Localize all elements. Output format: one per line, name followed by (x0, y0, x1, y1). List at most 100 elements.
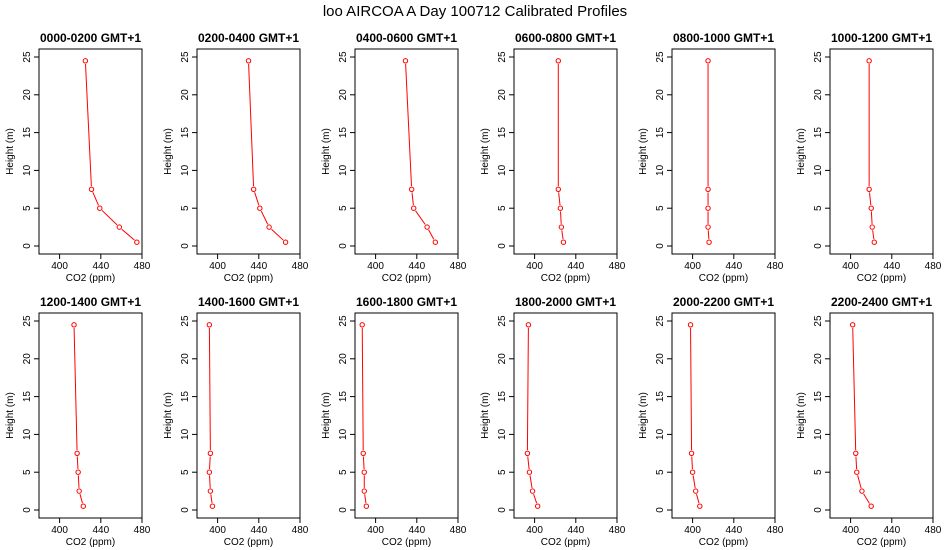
data-point (250, 186, 257, 193)
series-segment (92, 192, 99, 206)
data-point (558, 224, 565, 230)
data-point (705, 224, 711, 230)
y-axis-label: Height (m) (796, 392, 807, 439)
series-segment (526, 327, 529, 451)
y-tick-label: 25 (180, 51, 191, 63)
data-point (689, 469, 696, 475)
y-tick-label: 0 (497, 243, 508, 249)
chart-panel: 1400-1600 GMT+1 400 440 480 0 5 10 15 20 25 CO2 (p… (163, 295, 309, 548)
y-tick-label: 0 (655, 507, 666, 513)
series-segment (260, 210, 269, 225)
y-tick-label: 25 (497, 315, 508, 327)
series-segment (863, 493, 870, 504)
x-tick-label: 440 (725, 261, 742, 272)
data-point (88, 186, 95, 193)
y-tick-label: 5 (22, 205, 33, 211)
y-tick-label: 20 (497, 353, 508, 365)
y-tick-label: 20 (655, 89, 666, 101)
series-segment (428, 229, 435, 240)
y-tick-label: 0 (813, 507, 824, 513)
x-tick-label: 400 (842, 525, 859, 536)
x-axis-label: CO2 (ppm) (66, 273, 115, 284)
plot-frame (671, 48, 776, 255)
y-tick-label: 0 (655, 243, 666, 249)
plot-frame (196, 48, 301, 255)
x-tick-label: 480 (925, 261, 942, 272)
x-tick-label: 400 (842, 261, 859, 272)
y-tick-label: 0 (497, 507, 508, 513)
data-point (871, 239, 877, 245)
y-tick-label: 10 (180, 428, 191, 440)
data-point (854, 469, 860, 475)
y-tick-label: 10 (497, 164, 508, 176)
y-axis-label: Height (m) (638, 392, 649, 439)
series-segment (208, 327, 211, 451)
data-point (207, 488, 214, 494)
chart-panel: 1000-1200 GMT+1 400 440 480 0 5 10 15 20 25 CO2 (p… (796, 31, 942, 284)
y-tick-label: 25 (22, 315, 33, 327)
x-tick-label: 400 (51, 525, 68, 536)
x-tick-label: 440 (408, 525, 425, 536)
data-point (402, 58, 409, 64)
x-tick-label: 480 (925, 525, 942, 536)
y-axis-label: Height (m) (163, 128, 174, 175)
x-tick-label: 440 (883, 525, 900, 536)
x-tick-label: 400 (51, 261, 68, 272)
data-point (853, 450, 859, 456)
data-point (257, 205, 263, 211)
y-tick-label: 15 (497, 127, 508, 139)
data-point (71, 322, 77, 328)
x-tick-label: 480 (450, 261, 467, 272)
y-tick-label: 25 (655, 315, 666, 327)
series-segment (691, 456, 693, 470)
series-segment (529, 475, 533, 489)
y-axis-label: Height (m) (480, 128, 491, 175)
series-segment (855, 456, 858, 470)
data-point (432, 239, 439, 245)
chart-panel: 1800-2000 GMT+1 400 440 480 0 5 10 15 20 25 CO2 (p… (480, 295, 626, 548)
y-axis-label: Height (m) (796, 128, 807, 175)
y-tick-label: 25 (497, 51, 508, 63)
series-segment (362, 456, 365, 470)
y-tick-label: 25 (180, 315, 191, 327)
series-segment (415, 210, 426, 225)
panel-title: 1800-2000 GMT+1 (515, 295, 616, 309)
y-tick-label: 25 (813, 315, 824, 327)
y-tick-label: 15 (180, 391, 191, 403)
data-point (360, 450, 366, 456)
chart-panel: 0800-1000 GMT+1 400 440 480 0 5 10 15 20 25 CO2 (p… (638, 31, 784, 284)
series-segment (121, 228, 135, 241)
y-axis-label: Height (m) (163, 392, 174, 439)
y-tick-label: 15 (813, 127, 824, 139)
y-tick-label: 25 (22, 51, 33, 63)
series-segment (271, 228, 284, 241)
plot-frame (829, 48, 934, 255)
y-tick-label: 20 (180, 89, 191, 101)
data-point (849, 322, 856, 328)
y-tick-label: 10 (338, 428, 349, 440)
series-segment (533, 493, 538, 504)
y-tick-label: 5 (338, 205, 349, 211)
data-point (525, 322, 532, 328)
y-tick-label: 15 (180, 127, 191, 139)
data-point (868, 503, 874, 509)
x-axis-label: CO2 (ppm) (382, 273, 431, 284)
y-tick-label: 0 (338, 507, 349, 513)
chart-panel: 2200-2400 GMT+1 400 440 480 0 5 10 15 20 25 CO2 (p… (796, 295, 942, 548)
plot-frame (513, 48, 618, 255)
data-point (116, 224, 123, 230)
series-segment (870, 211, 873, 224)
x-axis-label: CO2 (ppm) (857, 273, 906, 284)
y-tick-label: 0 (180, 243, 191, 249)
panel-title: 2000-2200 GMT+1 (673, 295, 774, 309)
data-point (524, 450, 531, 456)
y-tick-label: 5 (813, 205, 824, 211)
x-tick-label: 400 (526, 525, 543, 536)
data-point (529, 488, 536, 494)
chart-panel: 1600-1800 GMT+1 400 440 480 0 5 10 15 20 25 CO2 (p… (321, 295, 467, 548)
series-segment (210, 494, 213, 504)
y-tick-label: 15 (22, 391, 33, 403)
y-axis-label: Height (m) (321, 392, 332, 439)
x-tick-label: 480 (609, 261, 626, 272)
